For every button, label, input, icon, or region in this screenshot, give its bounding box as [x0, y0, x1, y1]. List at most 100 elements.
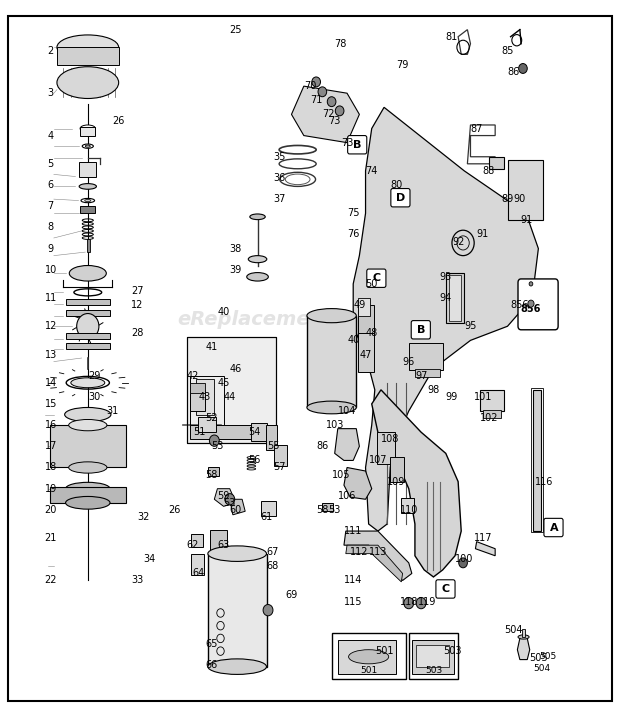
FancyBboxPatch shape [367, 269, 386, 287]
Text: 114: 114 [344, 576, 363, 586]
Text: 94: 94 [440, 293, 452, 303]
Polygon shape [344, 467, 372, 499]
Text: 55: 55 [267, 441, 279, 452]
Text: B: B [353, 140, 361, 150]
FancyBboxPatch shape [436, 580, 455, 598]
Polygon shape [291, 86, 360, 143]
Ellipse shape [248, 256, 267, 263]
Bar [190, 390, 205, 411]
Ellipse shape [69, 265, 106, 281]
Text: 3: 3 [48, 88, 54, 99]
Circle shape [312, 77, 321, 86]
Text: 5: 5 [48, 159, 54, 169]
FancyBboxPatch shape [544, 518, 563, 537]
Ellipse shape [57, 35, 118, 60]
Text: 856: 856 [521, 303, 541, 313]
Text: 115: 115 [344, 597, 363, 607]
Text: 56: 56 [248, 455, 260, 465]
Bar [192, 534, 203, 547]
Ellipse shape [69, 462, 107, 473]
Polygon shape [517, 638, 529, 659]
Ellipse shape [79, 184, 97, 189]
Text: 2: 2 [48, 46, 54, 56]
Text: 11: 11 [45, 293, 57, 303]
Ellipse shape [66, 496, 110, 509]
Text: A: A [549, 523, 558, 532]
Ellipse shape [85, 199, 91, 201]
Text: 72: 72 [322, 109, 335, 119]
Text: 81: 81 [446, 32, 458, 42]
Text: 37: 37 [273, 194, 285, 204]
Polygon shape [372, 390, 461, 577]
Text: 96: 96 [402, 357, 415, 367]
Text: 89: 89 [502, 194, 513, 204]
Text: 22: 22 [45, 576, 57, 586]
Circle shape [263, 605, 273, 616]
Ellipse shape [86, 145, 91, 147]
Text: 43: 43 [199, 392, 211, 402]
Text: 80: 80 [390, 180, 402, 190]
Circle shape [518, 64, 527, 74]
Text: 70: 70 [304, 81, 316, 91]
Bar [196, 379, 215, 415]
Bar [251, 423, 267, 441]
Polygon shape [344, 531, 412, 581]
Text: 90: 90 [514, 194, 526, 204]
Bar [449, 275, 461, 320]
Polygon shape [476, 542, 495, 556]
Text: 69: 69 [285, 590, 298, 600]
Text: 64: 64 [193, 569, 205, 579]
Text: 13: 13 [45, 350, 57, 359]
Text: 44: 44 [224, 392, 236, 402]
Bar [483, 410, 502, 418]
Bar [307, 316, 356, 408]
Text: 15: 15 [45, 399, 57, 409]
Text: 505: 505 [539, 652, 556, 661]
Bar [66, 333, 110, 339]
Text: 86: 86 [508, 67, 520, 77]
Text: 4: 4 [48, 130, 54, 140]
Bar [198, 417, 216, 432]
Text: 85: 85 [502, 46, 514, 56]
Text: 62: 62 [187, 540, 199, 550]
Bar [358, 305, 374, 333]
Text: 33: 33 [131, 576, 143, 586]
Bar [190, 425, 276, 440]
Ellipse shape [247, 272, 268, 281]
Text: 119: 119 [418, 597, 436, 607]
Text: 30: 30 [88, 392, 100, 402]
Text: 14: 14 [45, 378, 57, 388]
Polygon shape [230, 499, 245, 515]
Text: 25: 25 [229, 25, 242, 35]
Ellipse shape [81, 199, 95, 203]
Text: 36: 36 [273, 173, 285, 183]
Circle shape [416, 598, 426, 609]
Text: 47: 47 [360, 350, 372, 359]
Circle shape [528, 300, 534, 307]
Bar [81, 206, 95, 213]
Bar [377, 432, 395, 464]
Bar [332, 633, 405, 679]
Bar [66, 310, 110, 316]
Bar [409, 343, 443, 370]
Bar [66, 343, 110, 349]
Text: 503: 503 [443, 646, 461, 656]
Text: 98: 98 [427, 385, 440, 395]
Polygon shape [335, 429, 360, 460]
Text: 109: 109 [388, 476, 405, 486]
Circle shape [452, 230, 474, 256]
Text: 9: 9 [48, 244, 54, 254]
Text: 40: 40 [347, 335, 360, 345]
Text: 48: 48 [366, 328, 378, 338]
Text: 39: 39 [230, 264, 242, 275]
Text: 21: 21 [45, 533, 57, 543]
Text: 12: 12 [45, 321, 57, 331]
Text: 54: 54 [248, 428, 260, 437]
Bar [274, 445, 286, 466]
Text: 101: 101 [474, 392, 492, 402]
Text: 107: 107 [369, 455, 387, 465]
Ellipse shape [307, 308, 356, 323]
Ellipse shape [69, 420, 107, 431]
Ellipse shape [66, 482, 110, 495]
Text: 111: 111 [344, 526, 363, 536]
